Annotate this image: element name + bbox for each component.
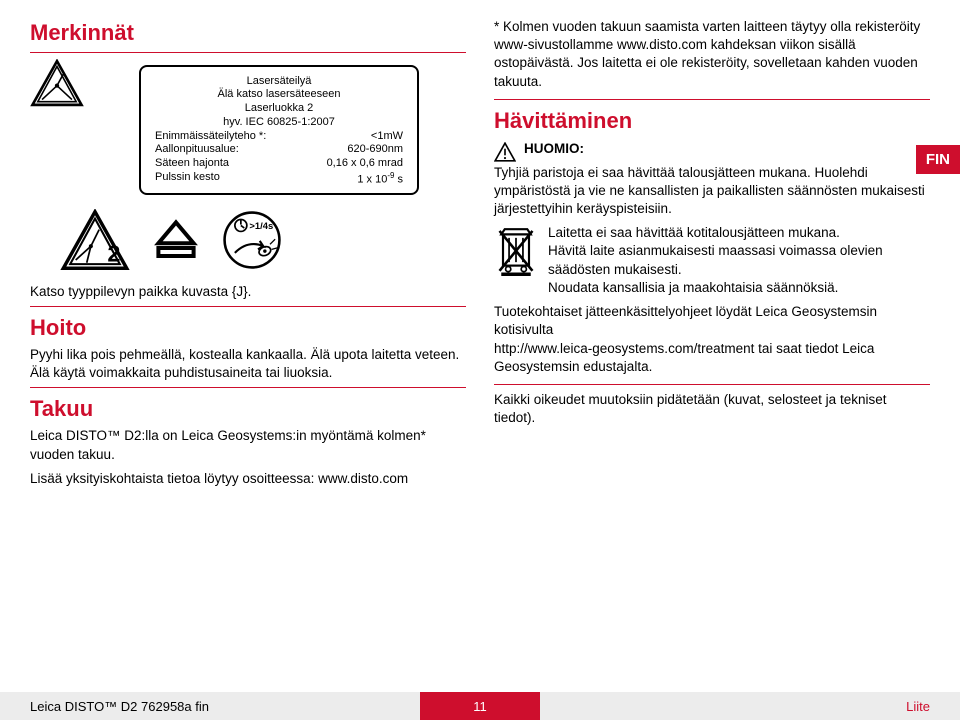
rule <box>494 99 930 100</box>
laser-label-line: Laserluokka 2 <box>151 102 407 116</box>
left-column: Merkinnät Lasersäteilyä Älä katso lasers… <box>30 18 466 660</box>
huomio-block: HUOMIO: <box>494 140 930 162</box>
huomio-label: HUOMIO: <box>524 140 584 158</box>
svg-text:>1/4s: >1/4s <box>249 220 273 231</box>
footer-left: Leica DISTO™ D2 762958a fin <box>0 692 420 720</box>
icons-row: 2 >1/4s <box>60 209 466 271</box>
heading-havittaminen: Hävittäminen <box>494 106 930 136</box>
spec-r: 0,16 x 0,6 mrad <box>327 157 403 171</box>
rule <box>30 52 466 53</box>
laser-label-line: hyv. IEC 60825-1:2007 <box>151 116 407 130</box>
laser-label-box: Lasersäteilyä Älä katso lasersäteeseen L… <box>139 65 419 196</box>
rule <box>494 384 930 385</box>
spec-r: 620-690nm <box>347 143 403 157</box>
takuu-body-1: Leica DISTO™ D2:lla on Leica Geosystems:… <box>30 427 466 463</box>
rights-text: Kaikki oikeudet muutoksiin pidätetään (k… <box>494 391 930 427</box>
language-tab: FIN <box>916 145 960 174</box>
bin-body: Laitetta ei saa hävittää kotitalousjätte… <box>548 224 930 297</box>
crossed-bin-icon <box>494 224 538 276</box>
laser-warning-icon <box>30 59 84 107</box>
link-body: Tuotekohtaiset jätteenkäsittelyohjeet lö… <box>494 303 930 376</box>
takuu-body-2: Lisää yksityiskohtaista tietoa löytyy os… <box>30 470 466 488</box>
laser-label-line: Älä katso lasersäteeseen <box>151 88 407 102</box>
huomio-body: Tyhjiä paristoja ei saa hävittää talousj… <box>494 164 930 219</box>
hoito-body: Pyyhi lika pois pehmeällä, kostealla kan… <box>30 346 466 382</box>
blink-rate-icon: >1/4s <box>222 210 282 270</box>
warranty-note: * Kolmen vuoden takuun saamista varten l… <box>494 18 930 91</box>
spec-l: Säteen hajonta <box>155 157 229 171</box>
heading-merkinnat: Merkinnät <box>30 18 466 48</box>
eject-icon <box>152 216 200 264</box>
rule <box>30 306 466 307</box>
laser-class2-icon: 2 <box>60 209 130 271</box>
spec-l: Aallonpituusalue: <box>155 143 239 157</box>
footer-right: Liite <box>540 692 960 720</box>
spec-l: Pulssin kesto <box>155 171 220 187</box>
rule <box>30 387 466 388</box>
spec-r: <1mW <box>371 130 403 144</box>
bin-block: Laitetta ei saa hävittää kotitalousjätte… <box>494 224 930 301</box>
laser-label-line: Lasersäteilyä <box>151 75 407 89</box>
footer-page-number: 11 <box>420 692 540 720</box>
svg-text:2: 2 <box>107 241 120 267</box>
heading-hoito: Hoito <box>30 313 466 343</box>
footer: Leica DISTO™ D2 762958a fin 11 Liite <box>0 692 960 720</box>
spec-l: Enimmäissäteilyteho *: <box>155 130 266 144</box>
spec-r: 1 x 10-9 s <box>357 171 403 187</box>
typeplate-text: Katso tyyppilevyn paikka kuvasta {J}. <box>30 283 466 301</box>
warning-icon <box>494 142 516 162</box>
right-column: * Kolmen vuoden takuun saamista varten l… <box>494 18 930 660</box>
heading-takuu: Takuu <box>30 394 466 424</box>
